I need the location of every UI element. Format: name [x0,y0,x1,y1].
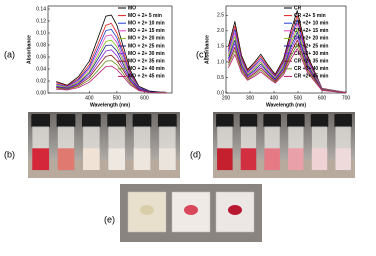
y-tick-label: 1.0 [217,59,224,65]
panel-label: (b) [4,149,15,159]
vial-liquid [32,148,50,171]
legend-label: MO + 2+ 20 min [128,36,165,42]
series-line [56,49,167,93]
legend-label: MO [128,5,136,11]
vial-liquid [133,148,151,171]
vial-liquid [288,148,304,171]
x-axis-title: Wavelength (nm) [266,102,306,108]
series-line [228,35,347,94]
y-tick-label: 0.12 [36,18,46,24]
photo-table [213,159,355,178]
vial-cap [287,114,305,128]
y-tick-label: 0.00 [36,90,46,96]
panel-label: (c) [196,49,207,59]
panel-label: (a) [4,49,15,59]
y-tick-label: 2.0 [217,28,224,34]
x-tick-label: 300 [246,95,255,101]
vial-liquid [158,148,176,171]
x-axis-title: Wavelength (nm) [90,102,130,108]
powder [140,205,154,215]
y-tick-label: 0.0 [217,90,224,96]
legend-label: MO + 2+ 45 min [128,74,165,80]
legend-label: CR +2+ 15 min [294,28,328,34]
series-line [228,39,347,94]
panel-label: (e) [104,214,115,224]
vial-liquid [108,148,126,171]
vial-cap [81,114,101,128]
series-line [56,44,167,93]
plot-frame [47,5,173,94]
vial-cap [216,114,234,128]
series-line [228,27,347,93]
panel-label: (d) [190,149,201,159]
photo-table [28,159,180,178]
series-line [228,19,347,93]
vial-cap [263,114,281,128]
vial-cap [334,114,352,128]
legend-label: CR +2+ 20 min [294,36,328,42]
vial-liquid [82,148,100,171]
vial-liquid [311,148,328,171]
vial-liquid [264,148,280,171]
y-tick-label: 0.06 [36,54,46,60]
plot-frame [225,5,347,94]
series-line [228,15,347,93]
y-tick-label: 0.02 [36,78,46,84]
legend-label: CR +2+ 25 min [294,43,328,49]
x-tick-label: 400 [85,95,94,101]
series-line [56,14,167,93]
legend-label: MO + 2+ 25 min [128,43,165,49]
x-tick-label: 700 [342,95,351,101]
legend-label: MO + 2+ 40 min [128,66,165,72]
x-tick-label: 500 [294,95,303,101]
powder [228,205,242,215]
series-line [228,44,347,94]
vial-cap [132,114,152,128]
series-line [228,10,347,93]
y-axis-title: Absorbance [26,35,32,64]
legend-label: MO + 2+ 10 min [128,21,165,27]
vial-liquid [57,148,75,171]
vial-cap [56,114,76,128]
legend-label: CR +2+ 45 min [294,74,328,80]
vial-liquid [217,148,233,171]
legend-label: CR +2+ 10 min [294,21,328,27]
y-tick-label: 0.10 [36,30,46,36]
vial-cap [239,114,258,128]
x-tick-label: 600 [140,95,149,101]
y-axis-title: Absorbance [204,35,210,64]
legend-label: CR +2+ 35 min [294,59,328,65]
powder [184,205,198,215]
vial-cap [310,114,329,128]
legend-label: MO + 2+ 30 min [128,51,165,57]
vial-cap [157,114,177,128]
y-tick-label: 1.5 [217,44,224,50]
series-line [228,31,347,94]
series-line [228,48,347,94]
vial-liquid [240,148,257,171]
vial-cap [107,114,127,128]
y-tick-label: 0.14 [36,6,46,12]
legend-label: CR +2+ 5 min [294,13,326,19]
vial-liquid [335,148,351,171]
y-tick-label: 2.5 [217,13,224,19]
x-tick-label: 600 [318,95,327,101]
legend-label: CR [294,5,302,11]
legend-label: MO + 2+ 15 min [128,28,165,34]
y-tick-label: 0.04 [36,66,46,72]
legend-label: MO + 2+ 35 min [128,59,165,65]
series-line [56,65,167,94]
series-line [228,23,347,93]
series-line [56,54,167,93]
y-tick-label: 0.08 [36,42,46,48]
vial-cap [31,114,51,128]
legend-label: CR +2+ 30 min [294,51,328,57]
x-tick-label: 400 [270,95,279,101]
x-tick-label: 200 [222,95,231,101]
y-tick-label: 0.5 [217,75,224,81]
legend-label: CR +2+ 40 min [294,66,328,72]
legend-label: MO + 2+ 5 min [128,13,162,19]
x-tick-label: 500 [113,95,122,101]
